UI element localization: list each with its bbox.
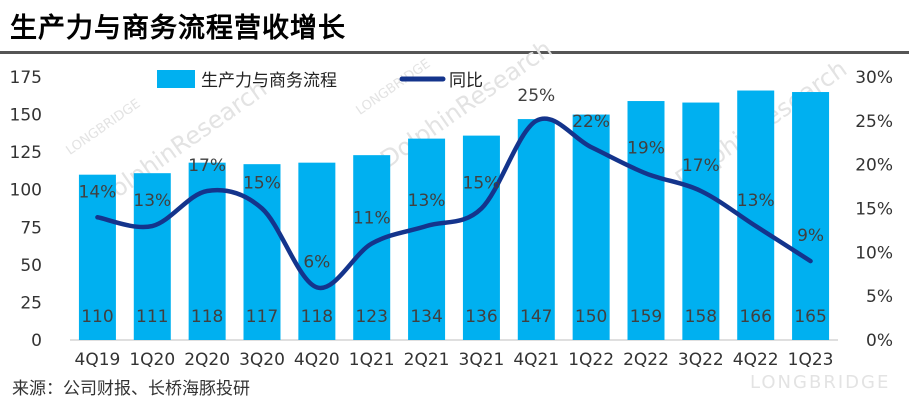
yoy-data-label: 22% bbox=[572, 112, 610, 132]
yoy-data-label: 15% bbox=[243, 174, 281, 194]
y-right-tick-label: 5% bbox=[866, 287, 893, 307]
yoy-data-label: 15% bbox=[463, 174, 501, 194]
x-tick-label: 1Q20 bbox=[129, 350, 175, 370]
x-tick-label: 4Q20 bbox=[294, 350, 340, 370]
bar bbox=[517, 119, 555, 340]
y-left-tick-label: 75 bbox=[20, 218, 42, 238]
x-tick-label: 1Q22 bbox=[568, 350, 614, 370]
y-left-tick-label: 50 bbox=[20, 256, 42, 276]
x-tick-label: 3Q22 bbox=[678, 350, 724, 370]
yoy-data-label: 25% bbox=[517, 86, 555, 106]
bar-value-label: 123 bbox=[355, 307, 387, 327]
yoy-data-label: 13% bbox=[133, 191, 171, 211]
y-left-tick-label: 100 bbox=[10, 181, 42, 201]
x-tick-label: 4Q22 bbox=[733, 350, 779, 370]
bar-value-label: 158 bbox=[685, 307, 717, 327]
bar-value-label: 136 bbox=[465, 307, 497, 327]
bar-value-label: 117 bbox=[246, 307, 278, 327]
y-right-tick-label: 10% bbox=[855, 243, 893, 263]
x-tick-label: 4Q21 bbox=[513, 350, 559, 370]
bar-value-label: 134 bbox=[410, 307, 442, 327]
bar-value-label: 166 bbox=[739, 307, 771, 327]
y-right-tick-label: 15% bbox=[855, 200, 893, 220]
yoy-line-series: 14% 13% 17% 15% 6% 11% 13% 15% 25% 22% 19% 17% 13% 9% bbox=[79, 86, 824, 291]
bar-value-label: 118 bbox=[301, 307, 333, 327]
source-note: 来源：公司财报、长桥海豚投研 bbox=[12, 379, 250, 399]
yoy-data-label: 6% bbox=[303, 252, 330, 272]
bar-value-label: 147 bbox=[520, 307, 552, 327]
y-left-tick-label: 150 bbox=[10, 106, 42, 126]
title-divider bbox=[0, 51, 909, 54]
x-tick-label: 1Q21 bbox=[349, 350, 395, 370]
bar-value-label: 159 bbox=[630, 307, 662, 327]
legend-label-line: 同比 bbox=[449, 71, 483, 91]
bar bbox=[78, 174, 116, 340]
bar-value-label: 118 bbox=[191, 307, 223, 327]
x-tick-label: 2Q21 bbox=[404, 350, 450, 370]
bar bbox=[133, 173, 171, 340]
x-tick-label: 2Q20 bbox=[184, 350, 230, 370]
y-left-tick-label: 125 bbox=[10, 143, 42, 163]
yoy-data-label: 17% bbox=[682, 156, 720, 176]
bar-value-label: 150 bbox=[575, 307, 607, 327]
yoy-data-label: 19% bbox=[627, 138, 665, 158]
yoy-data-label: 11% bbox=[353, 209, 391, 229]
y-right-tick-label: 0% bbox=[866, 331, 893, 351]
bar bbox=[462, 135, 500, 340]
bar bbox=[627, 101, 665, 340]
y-right-tick-label: 30% bbox=[855, 68, 893, 88]
x-tick-label: 3Q21 bbox=[459, 350, 505, 370]
x-tick-label: 2Q22 bbox=[623, 350, 669, 370]
yoy-data-label: 9% bbox=[797, 226, 824, 246]
watermark-brand: LONGBRIDGE bbox=[750, 372, 891, 393]
x-tick-label: 1Q23 bbox=[788, 350, 834, 370]
x-tick-label: 4Q19 bbox=[75, 350, 121, 370]
yoy-data-label: 17% bbox=[188, 156, 226, 176]
legend-swatch-bars bbox=[157, 70, 195, 88]
bar-value-label: 110 bbox=[81, 307, 113, 327]
y-left-tick-label: 25 bbox=[20, 293, 42, 313]
y-left-tick-label: 0 bbox=[31, 331, 42, 351]
axes: 0 25 50 75 100 125 150 175 0% 5% 10% 15% 20% 25% 30% 4Q… bbox=[10, 68, 893, 370]
bar bbox=[298, 162, 336, 340]
bar bbox=[353, 155, 391, 340]
bar bbox=[243, 164, 281, 340]
yoy-data-label: 13% bbox=[408, 191, 446, 211]
y-right-tick-label: 20% bbox=[855, 156, 893, 176]
bar-series: 110 111 118 117 118 123 134 136 147 150 159 158 166 1… bbox=[78, 90, 830, 341]
yoy-data-label: 13% bbox=[737, 191, 775, 211]
y-left-tick-label: 175 bbox=[10, 68, 42, 88]
chart-title: 生产力与商务流程营收增长 bbox=[10, 13, 346, 44]
legend-label-bars: 生产力与商务流程 bbox=[201, 71, 337, 91]
bar bbox=[682, 102, 720, 340]
bar bbox=[408, 138, 446, 340]
bar bbox=[792, 92, 830, 341]
yoy-line bbox=[95, 116, 813, 291]
bar-value-label: 111 bbox=[136, 307, 168, 327]
legend: 生产力与商务流程 同比 bbox=[157, 70, 483, 91]
bar-value-label: 165 bbox=[794, 307, 826, 327]
y-right-tick-label: 25% bbox=[855, 112, 893, 132]
yoy-data-label: 14% bbox=[79, 182, 117, 202]
x-tick-label: 3Q20 bbox=[239, 350, 285, 370]
